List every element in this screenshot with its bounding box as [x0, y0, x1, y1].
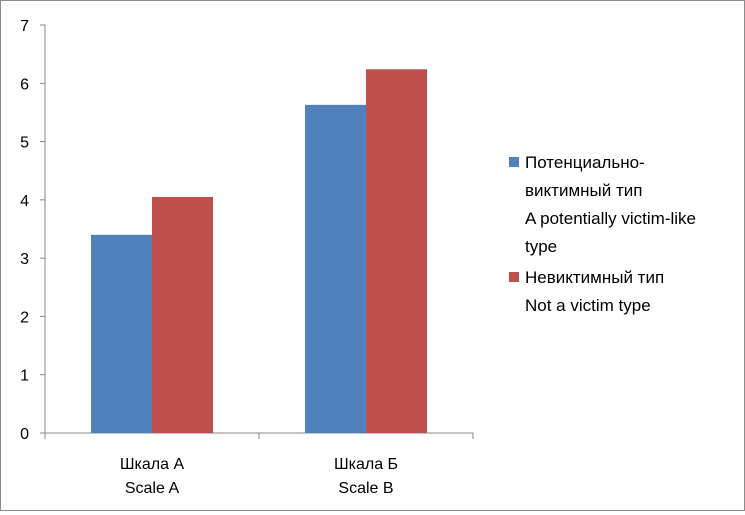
- y-tick-label: 0: [20, 426, 29, 443]
- y-tick-label: 6: [20, 76, 29, 93]
- legend-label-series-1: A potentially victim-like: [525, 209, 696, 228]
- y-tick-label: 1: [20, 368, 29, 385]
- legend-label-series-2: Not a victim type: [525, 296, 651, 315]
- x-category-label: Шкала А: [120, 456, 185, 473]
- legend: Потенциально-виктимный тип A potentially …: [509, 153, 696, 315]
- bar-series-1-category-1: [91, 234, 152, 433]
- bar-series-1-category-2: [305, 104, 366, 433]
- bar-series-2-category-1: [152, 196, 213, 433]
- y-tick-label: 4: [20, 193, 29, 210]
- legend-label-series-2: Невиктимный тип: [525, 268, 664, 287]
- x-category-label: Scale A: [125, 480, 180, 497]
- y-tick-label: 5: [20, 135, 29, 152]
- y-tick-label: 7: [20, 18, 29, 35]
- bar-series-2-category-2: [366, 69, 427, 433]
- legend-label-series-1: type: [525, 237, 557, 256]
- x-tick-labels: Шкала А Scale A Шкала Б Scale B: [120, 456, 398, 497]
- y-tick-label: 2: [20, 309, 29, 326]
- y-tick-labels: 0 1 2 3 4 5 6 7: [20, 18, 29, 443]
- legend-label-series-1: Потенциально-: [525, 153, 645, 172]
- x-category-label: Scale B: [338, 480, 393, 497]
- legend-label-series-1: виктимный тип: [525, 181, 642, 200]
- y-tick-label: 3: [20, 251, 29, 268]
- legend-swatch-series-1: [509, 157, 519, 167]
- x-category-label: Шкала Б: [334, 456, 398, 473]
- bars: [91, 69, 427, 433]
- legend-swatch-series-2: [509, 272, 519, 282]
